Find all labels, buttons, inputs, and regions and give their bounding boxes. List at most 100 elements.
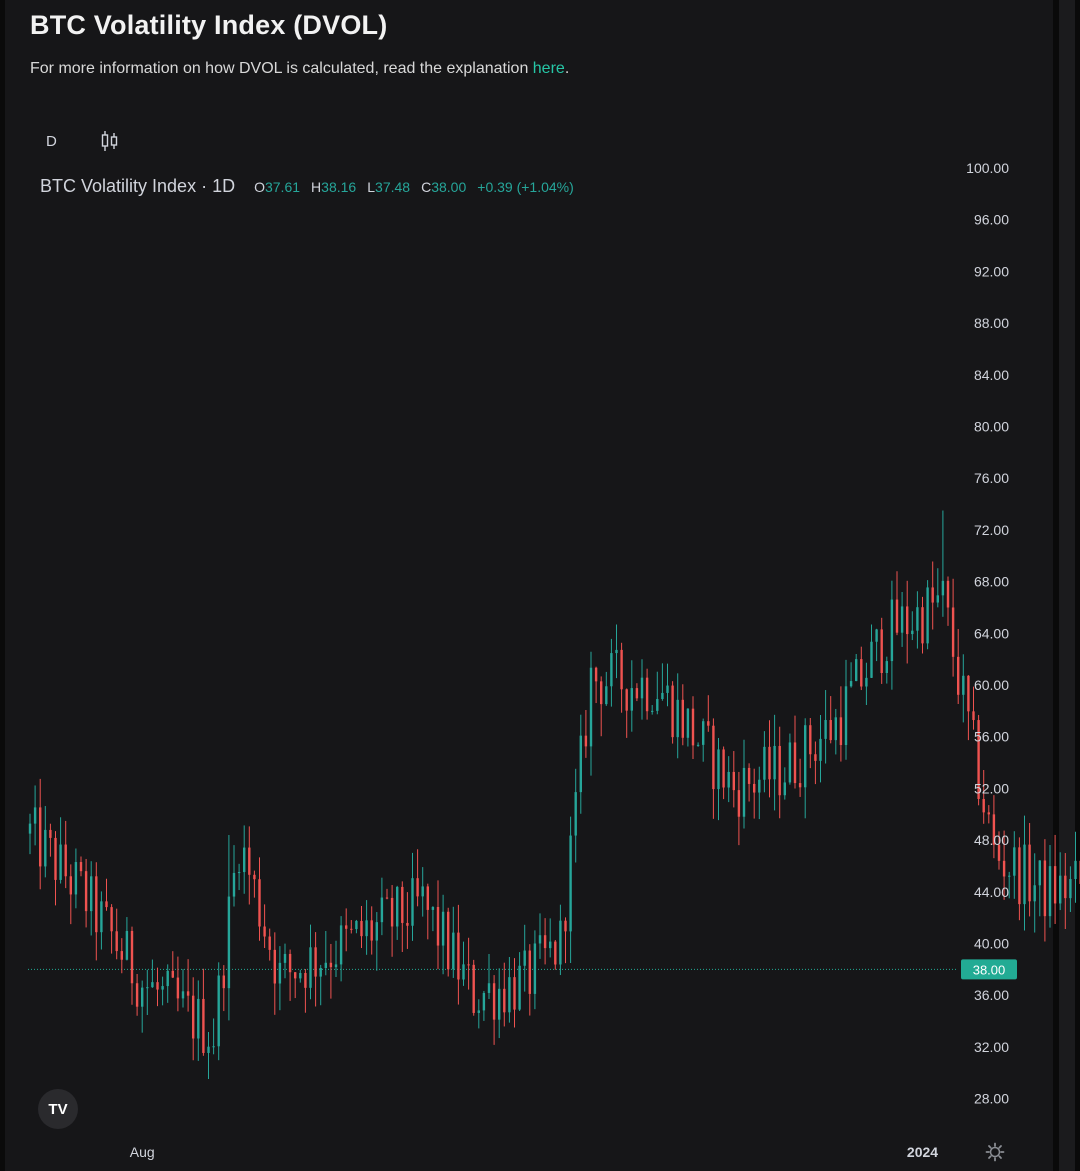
candle-body (426, 886, 429, 910)
candle-body (390, 897, 394, 927)
candle-body (656, 698, 659, 711)
candle-body (294, 972, 297, 979)
candle-body (696, 744, 700, 746)
candle-body (232, 872, 236, 897)
candle-body (732, 771, 735, 791)
subtitle-period: . (564, 60, 570, 77)
explanation-link[interactable]: here (532, 60, 565, 77)
candle-body (258, 879, 261, 927)
candle-body (1064, 875, 1067, 899)
last-price-badge: 38.00 (961, 959, 1017, 980)
candle-body (742, 767, 746, 817)
candle-body (906, 606, 909, 635)
candle-body (926, 587, 929, 644)
candle-body (911, 630, 914, 635)
candle-body (396, 886, 399, 927)
candle-body (212, 1046, 215, 1048)
candle-body (885, 661, 888, 674)
candle-body (278, 962, 282, 984)
legend-change: +0.39 (+1.04%) (477, 179, 574, 195)
candle-body (620, 649, 623, 690)
candle-body (120, 951, 123, 960)
candle-series (28, 510, 1080, 1079)
candle-body (605, 686, 608, 705)
candle-body (992, 814, 996, 845)
candle-body (1023, 844, 1026, 905)
candle-body (350, 928, 353, 930)
price-axis[interactable]: 100.00 96.00 92.00 88.00 84.00 80.00 76.00 72.0… (966, 160, 1009, 1107)
candle-body (355, 920, 358, 930)
candle-body (125, 930, 129, 960)
y-tick-label: 80.00 (974, 419, 1009, 435)
legend-high-value: 38.16 (321, 179, 357, 195)
gear-icon[interactable] (985, 1142, 1005, 1162)
candle-body (268, 936, 271, 950)
candle-body (967, 675, 970, 712)
candle-body (671, 685, 674, 738)
candle-body (589, 667, 593, 747)
candle-body (518, 965, 521, 1010)
candle-body (304, 972, 307, 988)
scrollbar[interactable] (1059, 0, 1075, 1171)
candle-body (819, 738, 822, 761)
y-tick-label: 32.00 (974, 1039, 1009, 1055)
candle-body (737, 790, 741, 817)
legend-symbol: BTC Volatility Index · 1D (40, 176, 236, 196)
candle-body (921, 607, 924, 644)
candle-body (421, 886, 424, 897)
candle-body (549, 941, 552, 949)
legend-close-value: 38.00 (431, 179, 467, 195)
tradingview-logo[interactable]: TV (38, 1089, 78, 1129)
candle-body (1059, 875, 1062, 904)
candle-body (457, 932, 460, 980)
candle-body (100, 901, 103, 933)
x-tick-label: Aug (130, 1144, 155, 1160)
candle-body (860, 659, 863, 687)
candle-body (416, 878, 419, 897)
candle-body (39, 807, 42, 867)
last-price-label: 38.00 (973, 962, 1006, 977)
y-tick-label: 48.00 (974, 832, 1009, 848)
time-axis[interactable]: Aug2024AprJulOct2025AprJul (130, 1144, 1080, 1160)
candle-body (839, 717, 843, 746)
candle-body (462, 964, 465, 980)
candle-body (533, 943, 537, 994)
candle-body (686, 708, 690, 738)
candle-body (753, 783, 756, 793)
page-title: BTC Volatility Index (DVOL) (30, 10, 388, 40)
candle-body (74, 862, 78, 895)
candle-body (181, 991, 185, 999)
legend-open-value: 37.61 (264, 179, 301, 195)
last-price-badge-bg (961, 959, 1017, 980)
candle-body (28, 823, 32, 834)
candle-body (722, 749, 725, 788)
candle-body (151, 982, 154, 988)
y-tick-label: 60.00 (974, 677, 1009, 693)
candle-body (441, 911, 445, 946)
candle-body (666, 685, 669, 693)
candle-body (283, 953, 287, 963)
candle-body (543, 935, 547, 949)
candle-body (487, 983, 491, 993)
candle-body (870, 641, 873, 678)
interval-button[interactable]: D (46, 133, 57, 150)
candle-body (727, 771, 730, 788)
candles-icon[interactable] (100, 130, 120, 152)
candle-body (747, 767, 751, 784)
candle-body (237, 872, 241, 874)
candle-body (951, 607, 955, 657)
candle-body (962, 675, 965, 695)
candle-body (569, 835, 572, 932)
candle-body (1002, 860, 1006, 877)
candle-body (635, 688, 639, 699)
candle-body (202, 998, 205, 1053)
candle-body (936, 595, 939, 603)
candle-body (115, 931, 118, 952)
candle-body (559, 920, 562, 965)
candle-body (44, 829, 47, 867)
candle-body (523, 950, 526, 966)
candle-body (314, 947, 317, 977)
candle-body (946, 580, 950, 608)
legend-low-value: 37.48 (375, 179, 411, 195)
